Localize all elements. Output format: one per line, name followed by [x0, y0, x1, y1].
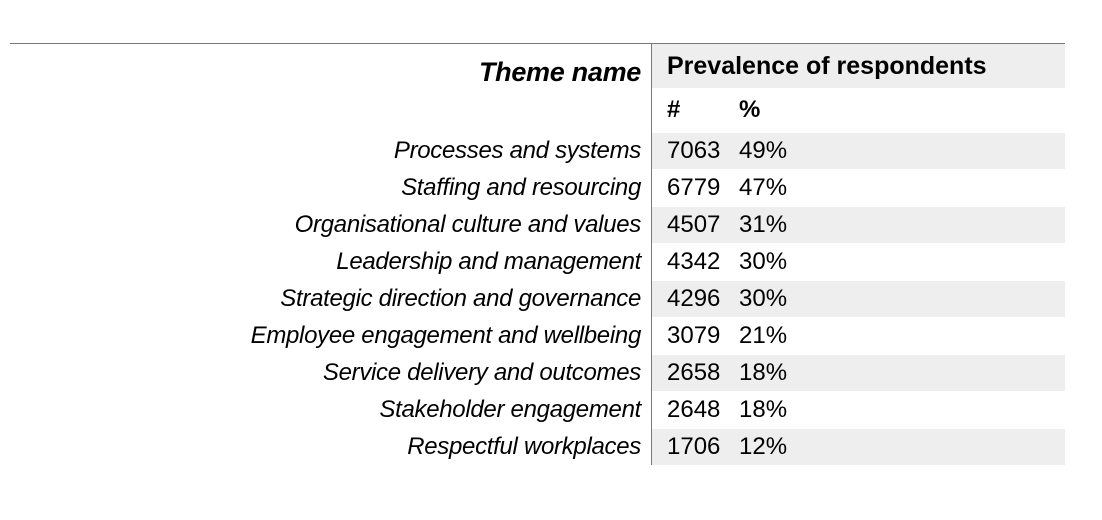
theme-name-cell: Staffing and resourcing [10, 169, 652, 206]
prevalence-cells: 6779 47% [652, 169, 1065, 206]
theme-subheader-blank [10, 88, 652, 132]
percent-cell: 30% [739, 248, 788, 275]
table-row: Respectful workplaces 1706 12% [10, 428, 1065, 465]
table-row: Staffing and resourcing 6779 47% [10, 169, 1065, 206]
count-cell: 2658 [667, 359, 721, 386]
theme-name-cell: Service delivery and outcomes [10, 354, 652, 391]
prevalence-cells: 2648 18% [652, 391, 1065, 428]
prevalence-header: Prevalence of respondents [652, 44, 1065, 88]
theme-name-cell: Strategic direction and governance [10, 280, 652, 317]
theme-name-cell: Employee engagement and wellbeing [10, 317, 652, 354]
table-row: Service delivery and outcomes 2658 18% [10, 354, 1065, 391]
count-cell: 4296 [667, 285, 721, 312]
count-cell: 4342 [667, 248, 721, 275]
prevalence-cells: 2658 18% [652, 354, 1065, 391]
theme-name-cell: Organisational culture and values [10, 206, 652, 243]
table-row: Leadership and management 4342 30% [10, 243, 1065, 280]
theme-prevalence-table: Theme name Prevalence of respondents # %… [10, 43, 1065, 465]
count-cell: 4507 [667, 211, 721, 238]
prevalence-cells: 4342 30% [652, 243, 1065, 280]
count-header: # [667, 96, 681, 123]
top-rule [10, 43, 1065, 44]
prevalence-cells: 1706 12% [652, 428, 1065, 465]
table-header-row: Theme name Prevalence of respondents [10, 44, 1065, 88]
theme-name-cell: Respectful workplaces [10, 428, 652, 465]
percent-cell: 49% [739, 137, 788, 164]
count-cell: 6779 [667, 174, 721, 201]
count-cell: 2648 [667, 396, 721, 423]
table-row: Organisational culture and values 4507 31% [10, 206, 1065, 243]
percent-cell: 12% [739, 433, 788, 460]
prevalence-cells: 7063 49% [652, 132, 1065, 169]
table-body: Processes and systems 7063 49% Staffing and… [10, 132, 1065, 465]
percent-cell: 31% [739, 211, 788, 238]
theme-name-cell: Processes and systems [10, 132, 652, 169]
theme-name-header: Theme name [10, 44, 652, 88]
prevalence-cells: 4296 30% [652, 280, 1065, 317]
table-row: Stakeholder engagement 2648 18% [10, 391, 1065, 428]
percent-cell: 18% [739, 396, 788, 423]
prevalence-cells: 3079 21% [652, 317, 1065, 354]
table-subheader-row: # % [10, 88, 1065, 132]
count-cell: 3079 [667, 322, 721, 349]
theme-name-cell: Stakeholder engagement [10, 391, 652, 428]
theme-name-cell: Leadership and management [10, 243, 652, 280]
table-row: Employee engagement and wellbeing 3079 21% [10, 317, 1065, 354]
prevalence-cells: 4507 31% [652, 206, 1065, 243]
percent-cell: 30% [739, 285, 788, 312]
table-row: Processes and systems 7063 49% [10, 132, 1065, 169]
table-row: Strategic direction and governance 4296 30… [10, 280, 1065, 317]
count-cell: 7063 [667, 137, 721, 164]
percent-header: % [739, 96, 761, 123]
percent-cell: 21% [739, 322, 788, 349]
percent-cell: 47% [739, 174, 788, 201]
count-cell: 1706 [667, 433, 721, 460]
percent-cell: 18% [739, 359, 788, 386]
